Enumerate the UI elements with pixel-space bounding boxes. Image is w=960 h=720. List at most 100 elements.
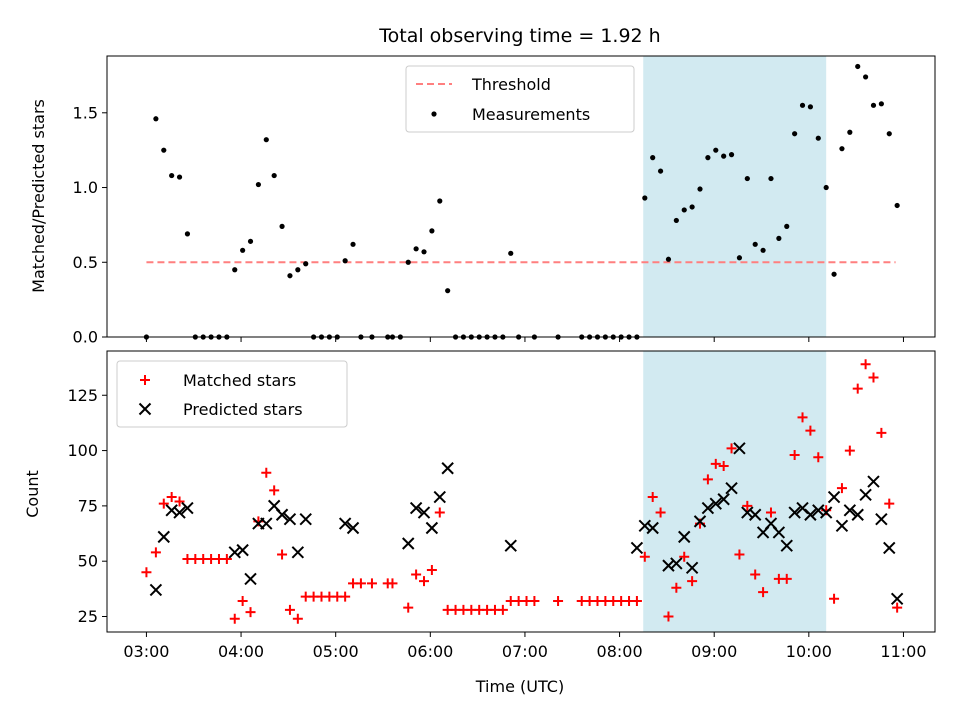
predicted-star-point	[181, 501, 194, 515]
matched-star-point	[702, 474, 713, 485]
predicted-star-point	[725, 481, 738, 495]
legend-matched-swatch	[140, 375, 150, 385]
x-tick-label: 08:00	[597, 642, 643, 661]
predicted-star-point	[662, 559, 675, 572]
predicted-star-point	[717, 493, 730, 506]
top-highlight-span	[643, 56, 827, 337]
top-y-axis-label: Matched/Predicted stars	[29, 99, 48, 293]
predicted-star-point	[678, 530, 691, 544]
matched-star-point	[679, 551, 690, 562]
bottom-y-tick-label: 25	[78, 607, 98, 626]
predicted-star-point	[709, 497, 722, 510]
predicted-star-point	[275, 508, 289, 521]
predicted-star-point	[646, 521, 659, 535]
predicted-star-point	[441, 462, 454, 475]
predicted-star-point	[788, 506, 801, 519]
measurement-point	[689, 204, 695, 210]
matched-star-point	[340, 591, 351, 602]
measurement-point	[839, 146, 845, 152]
measurement-point	[657, 168, 664, 174]
bottom-series-2	[149, 442, 904, 606]
measurement-point	[153, 116, 159, 122]
matched-star-point	[718, 461, 729, 472]
matched-star-point	[655, 507, 666, 518]
measurement-point	[421, 249, 427, 255]
matched-star-point	[742, 500, 753, 511]
predicted-star-point	[228, 546, 241, 559]
predicted-star-point	[685, 561, 699, 575]
matched-star-point	[292, 613, 303, 624]
matched-star-point	[797, 412, 808, 423]
bottom-series-1	[141, 359, 903, 624]
matched-star-point	[647, 492, 658, 503]
matched-star-point	[237, 596, 248, 607]
predicted-star-point	[260, 517, 273, 530]
predicted-star-point	[875, 512, 888, 526]
predicted-star-point	[291, 546, 305, 559]
measurement-point	[823, 184, 829, 191]
measurement-point	[760, 247, 766, 253]
measurement-point	[665, 256, 672, 262]
measurement-point	[894, 202, 900, 209]
matched-star-point	[876, 427, 887, 438]
measurement-point	[815, 135, 821, 141]
predicted-star-point	[283, 512, 297, 526]
matched-star-point	[497, 604, 508, 615]
matched-star-point	[529, 596, 540, 607]
predicted-star-point	[780, 539, 793, 552]
x-tick-label: 11:00	[880, 642, 926, 661]
measurement-point	[863, 74, 869, 80]
legend-predicted-swatch	[138, 402, 152, 416]
predicted-star-point	[733, 442, 746, 455]
measurement-point	[650, 155, 656, 161]
matched-star-point	[758, 587, 769, 598]
matched-star-point	[860, 359, 871, 370]
matched-star-point	[829, 593, 840, 604]
x-tick-label: 06:00	[407, 642, 453, 661]
predicted-star-point	[630, 541, 644, 555]
matched-star-point	[710, 458, 721, 469]
measurement-point	[271, 172, 277, 179]
bottom-legend-box	[116, 360, 348, 428]
predicted-star-point	[701, 501, 715, 515]
predicted-star-point	[244, 572, 257, 586]
matched-star-point	[884, 498, 895, 509]
measurement-point	[886, 131, 892, 137]
measurement-point	[232, 267, 238, 273]
matched-star-point	[663, 611, 674, 622]
predicted-star-point	[504, 539, 517, 552]
measurement-point	[303, 261, 309, 267]
top-axes-frame	[106, 55, 936, 338]
measurement-point	[169, 172, 175, 179]
matched-star-point	[419, 576, 430, 587]
matched-star-point	[765, 507, 776, 518]
x-tick-label: 09:00	[691, 642, 737, 661]
measurement-point	[295, 267, 301, 273]
measurement-point	[776, 235, 782, 241]
measurement-point	[413, 246, 419, 252]
predicted-star-point	[827, 490, 841, 504]
measurement-point	[508, 250, 514, 256]
matched-star-point	[789, 449, 800, 460]
measurement-point	[255, 181, 262, 188]
predicted-star-point	[804, 508, 817, 521]
matched-star-point	[781, 573, 792, 584]
bottom-y-axis-label: Count	[23, 470, 42, 518]
matched-star-point	[892, 602, 903, 613]
predicted-star-point	[748, 508, 762, 521]
top-y-tick-label: 1.0	[73, 178, 98, 197]
predicted-star-point	[417, 506, 431, 519]
predicted-star-point	[741, 506, 754, 519]
predicted-star-point	[670, 557, 683, 570]
matched-star-point	[158, 498, 169, 509]
measurement-point	[184, 231, 191, 237]
bottom-y-tick-label: 100	[67, 441, 98, 460]
matched-star-point	[166, 492, 177, 503]
measurement-point	[799, 102, 806, 108]
measurement-point	[705, 155, 711, 161]
measurement-point	[287, 273, 293, 279]
predicted-star-point	[173, 506, 186, 519]
measurement-point	[736, 255, 743, 261]
bottom-panel: 25 50 75 100 125 03:00 04:00 05:00 06:00 07:00 08:…	[67, 350, 936, 661]
measurement-point	[681, 207, 687, 213]
